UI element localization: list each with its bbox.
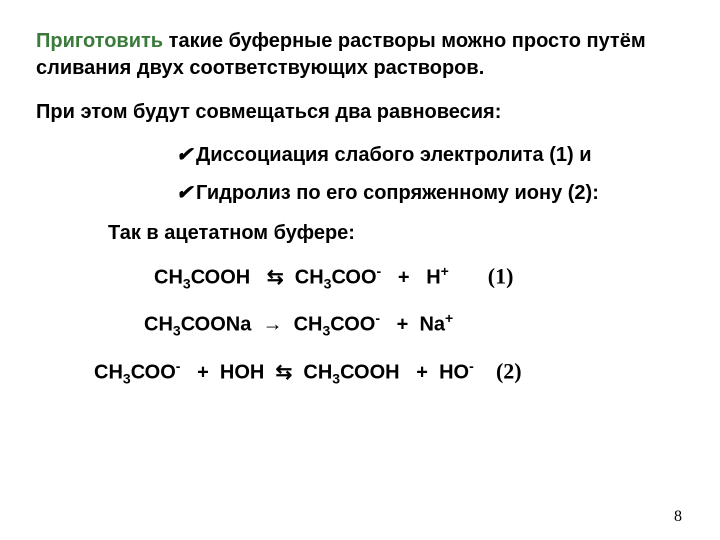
eq1-rhs-sup: - bbox=[377, 263, 382, 279]
eq1-hsup: + bbox=[441, 263, 449, 279]
eq2-rhs-sup: - bbox=[375, 310, 380, 326]
eq3-lhs-b: СОО bbox=[131, 362, 176, 384]
eq1-rhs-a: СН bbox=[295, 267, 324, 289]
eq2-rhs-b: СОО bbox=[330, 314, 375, 336]
acetate-subhead: Так в ацетатном буфере: bbox=[36, 222, 684, 245]
bullet-1: ✔Диссоциация слабого электролита (1) и bbox=[176, 140, 684, 170]
eq3-hoh: НОН bbox=[220, 362, 264, 384]
bullet-2-text: Гидролиз по его сопряженному иону (2): bbox=[196, 182, 599, 204]
eq1-h: Н bbox=[426, 267, 440, 289]
eq3-ho: НО bbox=[439, 362, 469, 384]
eq3-rhs-sub: 3 bbox=[332, 371, 340, 387]
page-number: 8 bbox=[674, 508, 682, 526]
eq1-lhs-a: СН bbox=[154, 267, 183, 289]
eq2-nasup: + bbox=[445, 310, 453, 326]
eq1-lhs-b: СООН bbox=[191, 267, 251, 289]
eq3-arrow: ⇆ bbox=[275, 362, 292, 384]
eq2-lhs-b: СООNa bbox=[181, 314, 252, 336]
eq3-rhs-a: СН bbox=[303, 362, 332, 384]
equation-1: СН3СООН ⇆ СН3СОО- + Н+ (1) bbox=[36, 263, 684, 292]
eq3-label: (2) bbox=[496, 359, 522, 384]
bullet-group: ✔Диссоциация слабого электролита (1) и ✔… bbox=[36, 140, 684, 208]
eq2-lhs-sub: 3 bbox=[173, 323, 181, 339]
eq3-lhs-a: СН bbox=[94, 362, 123, 384]
eq1-arrow: ⇆ bbox=[267, 267, 284, 289]
checkmark-icon: ✔ bbox=[176, 178, 196, 208]
eq3-plus2: + bbox=[416, 362, 428, 384]
eq2-lhs-a: СН bbox=[144, 314, 173, 336]
eq3-hosup: - bbox=[469, 358, 474, 374]
eq2-arrow: → bbox=[262, 314, 282, 336]
eq3-lhs-sup: - bbox=[176, 358, 181, 374]
equation-3: СН3СОО- + НОН ⇆ СН3СООН + НО- (2) bbox=[36, 358, 684, 387]
eq2-plus: + bbox=[397, 314, 409, 336]
eq1-label: (1) bbox=[488, 264, 514, 289]
eq1-rhs-b: СОО bbox=[331, 267, 376, 289]
eq2-rhs-a: СН bbox=[294, 314, 323, 336]
equilibria-line: При этом будут совмещаться два равновеси… bbox=[36, 98, 684, 126]
eq2-na: Na bbox=[419, 314, 445, 336]
intro-lead: Приготовить bbox=[36, 30, 163, 52]
bullet-1-text: Диссоциация слабого электролита (1) и bbox=[196, 144, 592, 166]
equation-2: СН3СООNa → СН3СОО- + Na+ bbox=[36, 310, 684, 339]
checkmark-icon: ✔ bbox=[176, 140, 196, 170]
bullet-2: ✔Гидролиз по его сопряженному иону (2): bbox=[176, 178, 684, 208]
eq1-lhs-sub: 3 bbox=[183, 276, 191, 292]
eq3-lhs-sub: 3 bbox=[123, 371, 131, 387]
intro-paragraph: Приготовить такие буферные растворы можн… bbox=[36, 28, 684, 82]
eq3-plus1: + bbox=[197, 362, 209, 384]
eq3-rhs-b: СООН bbox=[340, 362, 400, 384]
eq1-plus: + bbox=[398, 267, 410, 289]
